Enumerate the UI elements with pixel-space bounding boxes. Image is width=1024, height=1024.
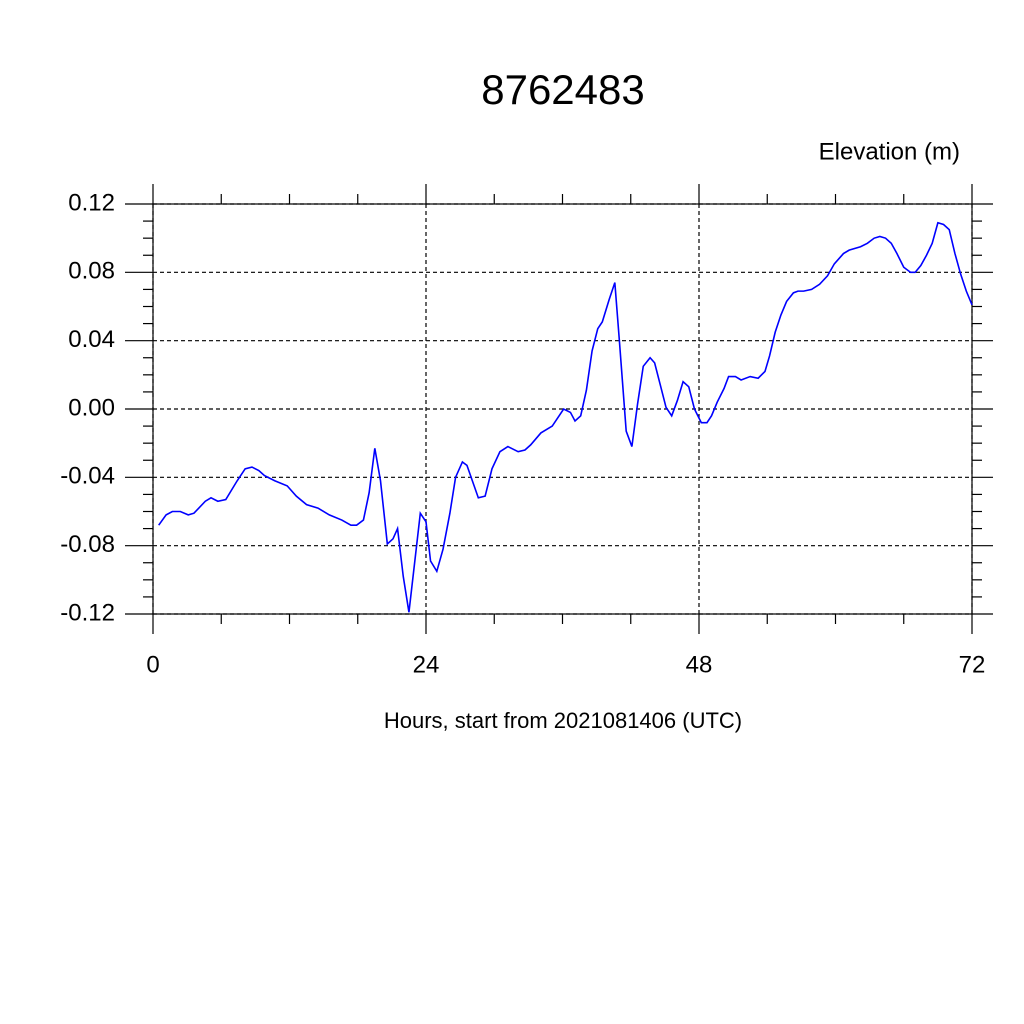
- x-tick-label: 48: [686, 651, 713, 678]
- x-tick-label: 24: [413, 651, 440, 678]
- y-tick-label: 0.12: [68, 189, 115, 216]
- y-tick-label: 0.00: [68, 394, 115, 421]
- y-tick-label: 0.08: [68, 258, 115, 285]
- y-tick-label: -0.12: [60, 599, 115, 626]
- y-tick-label: -0.08: [60, 531, 115, 558]
- x-axis-label: Hours, start from 2021081406 (UTC): [384, 708, 742, 733]
- y-axis-label: Elevation (m): [819, 138, 960, 165]
- data-line: [158, 221, 973, 613]
- x-tick-label: 0: [146, 651, 159, 678]
- plot-frame: [152, 203, 973, 615]
- x-tick-label: 72: [959, 651, 986, 678]
- y-tick-label: -0.04: [60, 463, 115, 490]
- chart-title: 8762483: [481, 66, 645, 113]
- y-tick-label: 0.04: [68, 326, 115, 353]
